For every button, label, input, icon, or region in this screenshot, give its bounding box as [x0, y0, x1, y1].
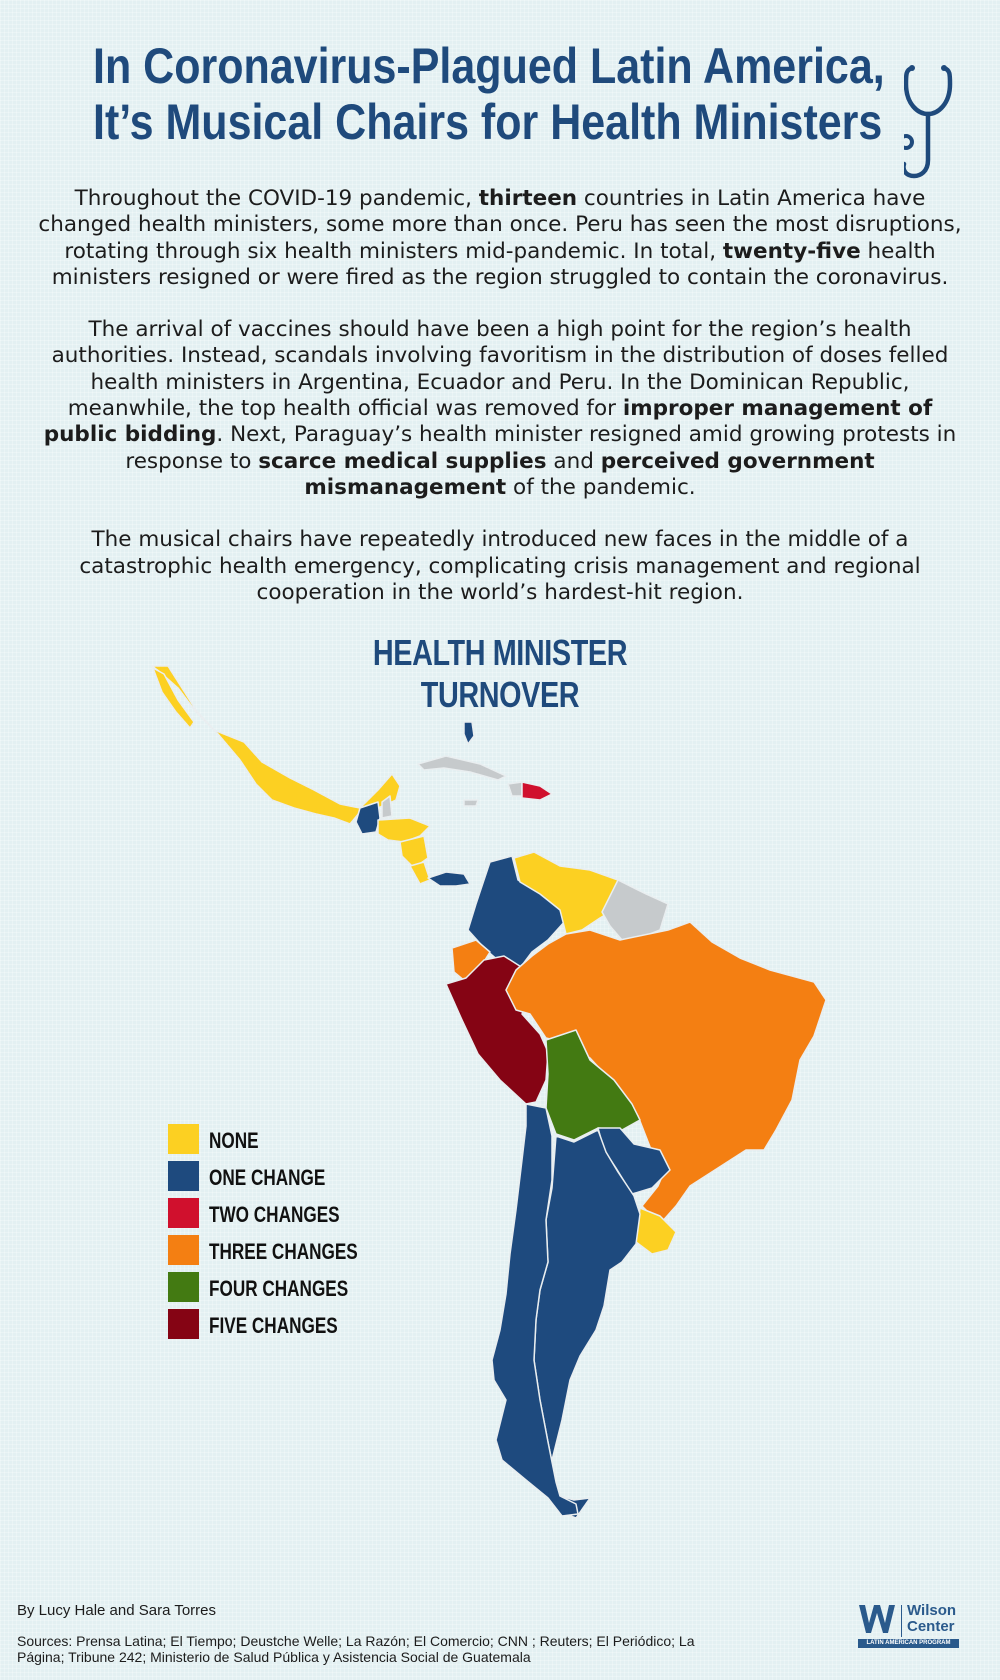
- country-guatemala: [355, 801, 381, 835]
- country-jamaica: [463, 799, 479, 807]
- intro-text-segment: of the pandemic.: [506, 474, 696, 500]
- intro-emphasis: thirteen: [478, 186, 578, 211]
- country-costa-rica: [409, 861, 431, 885]
- intro-text: Throughout the COVID-19 pandemic, thirte…: [32, 186, 968, 632]
- legend-label: THREE CHANGES: [209, 1239, 358, 1264]
- country-venezuela: [513, 851, 621, 935]
- country-mexico-baja: [152, 667, 195, 729]
- map-title: HEALTH MINISTER TURNOVER: [372, 632, 628, 715]
- intro-text-segment: The arrival of vaccines should have been…: [51, 317, 949, 422]
- logo-text: Wilson Center: [907, 1603, 967, 1635]
- legend-swatch: [168, 1272, 199, 1302]
- intro-text-segment: countries in Latin America have changed …: [38, 186, 962, 264]
- intro-emphasis: twenty-five: [722, 238, 861, 264]
- stethoscope-icon: [904, 65, 953, 179]
- logo-program: LATIN AMERICAN PROGRAM: [858, 1639, 959, 1648]
- intro-text-segment: health ministers resigned or were fired …: [51, 238, 949, 290]
- country-haiti: [507, 781, 523, 797]
- legend-label: NONE: [209, 1128, 259, 1153]
- country-belize: [381, 795, 393, 819]
- intro-paragraph-1: Throughout the COVID-19 pandemic, thirte…: [32, 186, 968, 291]
- legend-swatch: [168, 1235, 199, 1265]
- intro-emphasis: improper management of public bidding: [43, 396, 933, 448]
- title-line-2: It’s Musical Chairs for Health Ministers: [93, 94, 883, 150]
- country-cuba: [417, 755, 507, 781]
- sources: Sources: Prensa Latina; El Tiempo; Deust…: [17, 1633, 695, 1665]
- legend-swatch: [168, 1198, 199, 1228]
- logo-line-2: Center: [907, 1618, 955, 1635]
- legend-label: ONE CHANGE: [209, 1165, 326, 1190]
- intro-paragraph-3: The musical chairs have repeatedly intro…: [79, 527, 921, 605]
- legend-swatch: [168, 1124, 199, 1154]
- intro-text-segment: . Next, Paraguay’s health minister resig…: [125, 422, 957, 474]
- intro-text-segment: and: [546, 448, 601, 474]
- country-dominican-republic: [521, 781, 553, 801]
- legend-label: FIVE CHANGES: [209, 1313, 338, 1338]
- byline: By Lucy Hale and Sara Torres: [17, 1602, 216, 1619]
- page-title: In Coronavirus-Plagued Latin America, It…: [93, 38, 885, 150]
- legend-swatch: [168, 1161, 199, 1191]
- country-chile: [491, 1103, 579, 1517]
- intro-emphasis: scarce medical supplies: [258, 448, 547, 474]
- country-panama: [427, 871, 471, 887]
- wilson-center-logo: Wilson Center LATIN AMERICAN PROGRAM: [858, 1603, 968, 1649]
- country-brazil: [505, 921, 827, 1225]
- intro-paragraph-2: The arrival of vaccines should have been…: [32, 317, 968, 501]
- intro-text-segment: Throughout the COVID-19 pandemic,: [74, 186, 479, 211]
- logo-divider: [901, 1605, 902, 1637]
- legend-swatch: [168, 1309, 199, 1339]
- country-mexico: [151, 665, 401, 825]
- wilson-center-logo-icon: [859, 1605, 895, 1633]
- country-bahamas: [463, 721, 475, 745]
- intro-emphasis: perceived government mismanagement: [304, 448, 875, 500]
- legend-label: TWO CHANGES: [209, 1202, 340, 1227]
- title-line-1: In Coronavirus-Plagued Latin America,: [93, 38, 885, 94]
- country-uruguay: [635, 1207, 677, 1255]
- logo-line-1: Wilson: [907, 1602, 957, 1619]
- legend-label: FOUR CHANGES: [209, 1276, 349, 1301]
